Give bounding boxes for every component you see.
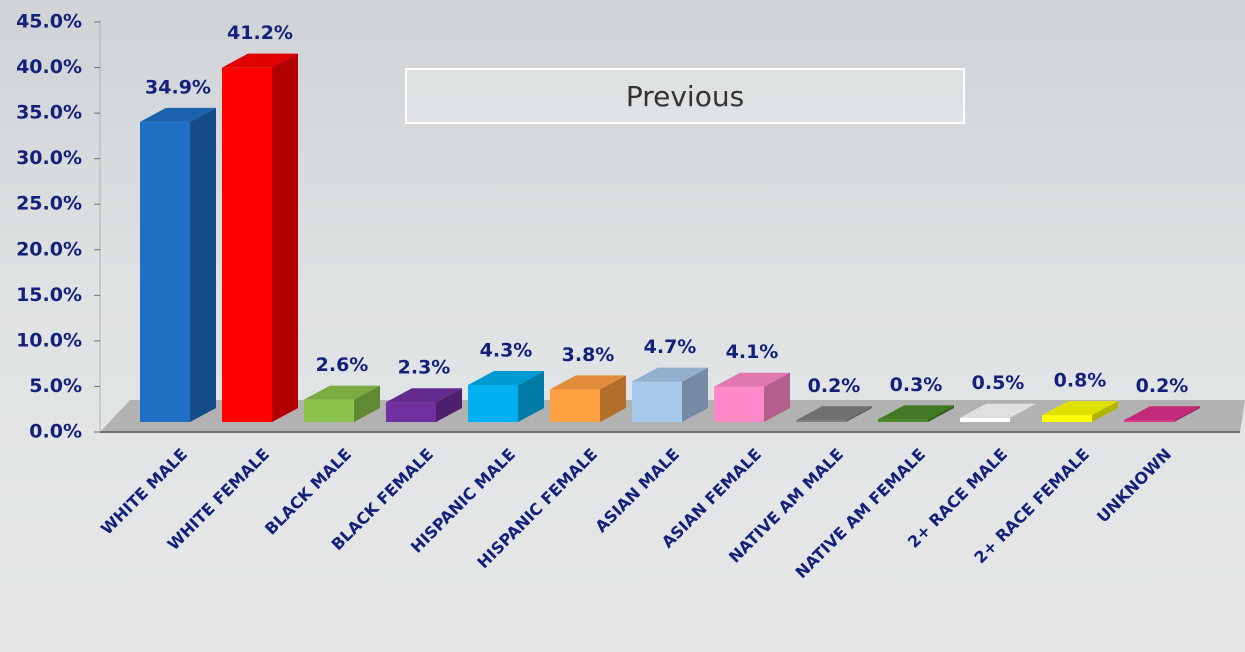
y-tick-label: 40.0% xyxy=(16,56,82,78)
bar-front xyxy=(468,385,518,422)
slide: 0.0% 5.0% 10.0% 15.0% 20.0% 25.0% 30.0% 35.0% 40… xyxy=(0,0,1245,652)
y-tick-label: 45.0% xyxy=(16,11,82,33)
bar-front xyxy=(222,68,272,422)
value-label: 4.7% xyxy=(644,336,697,358)
value-label: 34.9% xyxy=(145,76,211,98)
bar-front xyxy=(550,389,600,422)
value-label: 0.8% xyxy=(1054,370,1107,392)
value-label: 41.2% xyxy=(227,22,293,44)
y-tick-label: 25.0% xyxy=(16,193,82,215)
bar-front xyxy=(1042,415,1092,422)
value-label: 0.2% xyxy=(1136,375,1189,397)
value-label: 2.6% xyxy=(316,354,369,376)
bar-front xyxy=(632,382,682,422)
bar-side-shade xyxy=(190,108,216,422)
y-tick-label: 15.0% xyxy=(16,284,82,306)
x-tick-label: ASIAN MALE xyxy=(591,445,683,537)
bar-side-shade xyxy=(272,54,298,422)
x-tick-label: BLACK MALE xyxy=(261,445,355,539)
x-tick-label: WHITE MALE xyxy=(97,445,191,539)
y-tick-label: 30.0% xyxy=(16,147,82,169)
y-tick-label: 20.0% xyxy=(16,238,82,260)
y-tick-label: 35.0% xyxy=(16,102,82,124)
value-label: 2.3% xyxy=(398,357,451,379)
bar xyxy=(632,368,708,422)
bar-front xyxy=(140,122,190,422)
x-tick-label: UNKNOWN xyxy=(1093,445,1175,527)
value-label: 3.8% xyxy=(562,344,615,366)
bar xyxy=(140,108,216,422)
value-label: 4.3% xyxy=(480,340,533,362)
value-label: 4.1% xyxy=(726,341,779,363)
bar-front xyxy=(796,420,846,422)
bar-front xyxy=(1124,420,1174,422)
y-tick-label: 5.0% xyxy=(29,375,82,397)
value-label: 0.5% xyxy=(972,372,1025,394)
bar-front xyxy=(878,419,928,422)
value-label: 0.2% xyxy=(808,375,861,397)
bar-front xyxy=(304,400,354,422)
bar-front xyxy=(960,418,1010,422)
y-tick-label: 10.0% xyxy=(16,329,82,351)
y-tick-label: 0.0% xyxy=(29,421,82,443)
bar xyxy=(222,54,298,422)
bar-front xyxy=(714,387,764,422)
bar-front xyxy=(386,402,436,422)
value-label: 0.3% xyxy=(890,374,943,396)
previous-button[interactable]: Previous xyxy=(405,68,965,124)
